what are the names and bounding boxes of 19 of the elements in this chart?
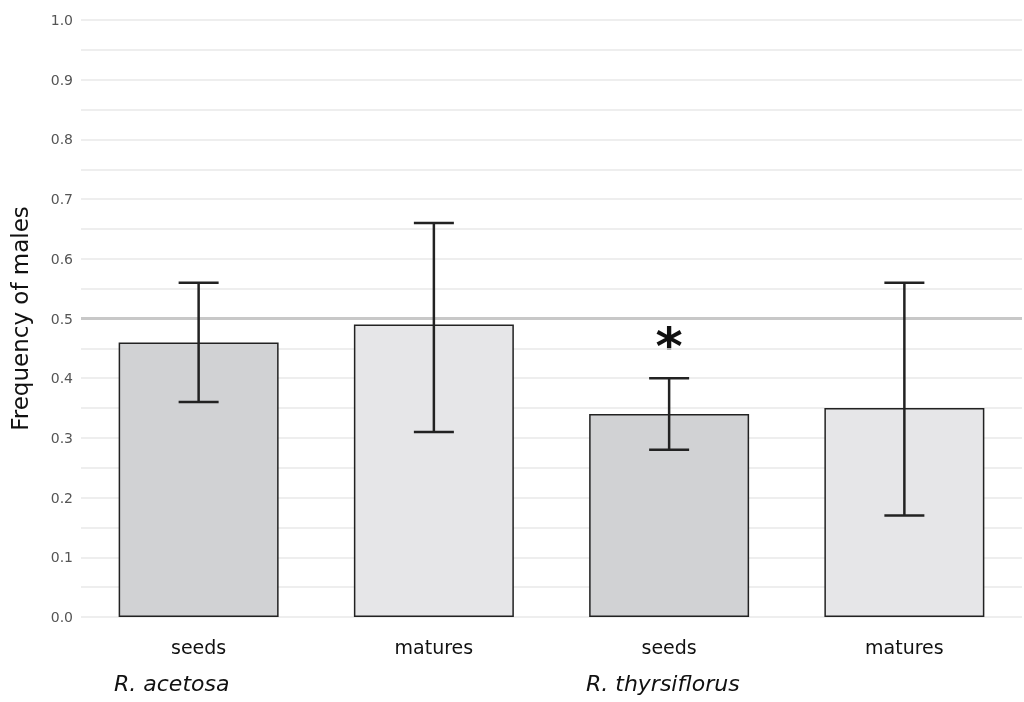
annotation: * (655, 316, 683, 377)
y-tick-label: 0.1 (50, 549, 73, 566)
y-tick-label: 0.0 (50, 609, 73, 625)
y-tick-label: 0.9 (50, 71, 73, 88)
y-tick-label: 0.6 (50, 250, 74, 267)
y-tick-label: 0.7 (50, 191, 73, 208)
y-tick-label: 0.2 (50, 489, 73, 506)
y-tick-label: 0.3 (50, 429, 73, 446)
x-tick-label: seeds (641, 635, 697, 658)
y-tick-label: 1.0 (50, 12, 73, 28)
x-tick-label: matures (394, 635, 474, 658)
y-axis-title: Frequency of males (6, 206, 33, 431)
text: R. thyrsiflorus (586, 670, 740, 696)
y-tick-label: 0.8 (50, 131, 73, 148)
y-tick-label: 0.5 (50, 310, 73, 327)
text: R. acetosa (114, 670, 230, 696)
x-tick-label: seeds (171, 635, 227, 658)
x-tick-label: matures (865, 635, 944, 658)
y-tick-label: 0.4 (50, 370, 74, 387)
